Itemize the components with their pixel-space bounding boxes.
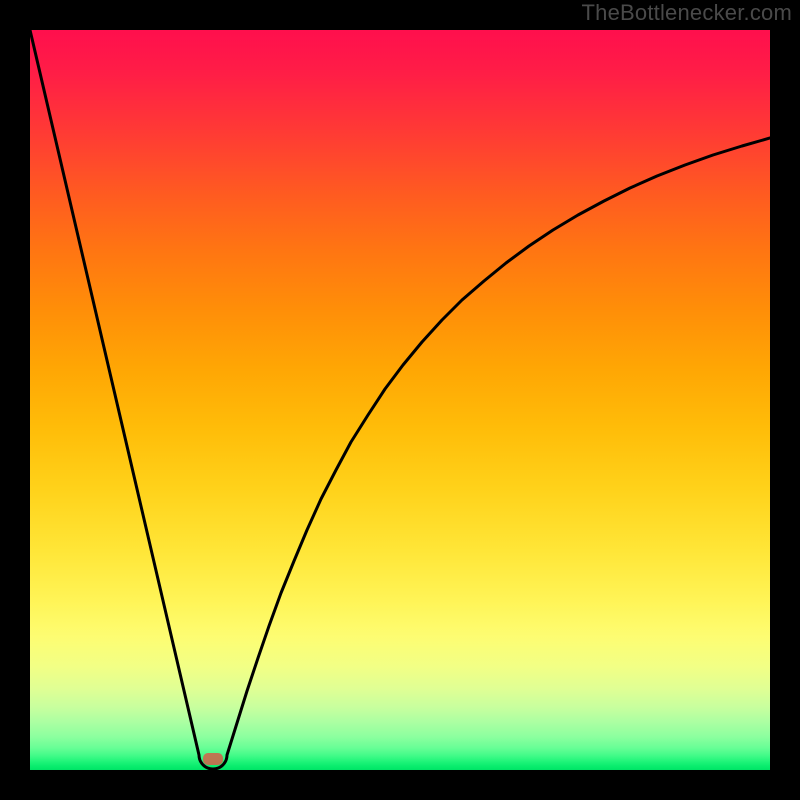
attribution-text: TheBottlenecker.com xyxy=(582,0,792,26)
gradient-plot-svg xyxy=(30,30,770,770)
gradient-background xyxy=(30,30,770,770)
plot-area xyxy=(30,30,770,770)
valley-marker xyxy=(203,753,223,765)
chart-frame: TheBottlenecker.com xyxy=(0,0,800,800)
